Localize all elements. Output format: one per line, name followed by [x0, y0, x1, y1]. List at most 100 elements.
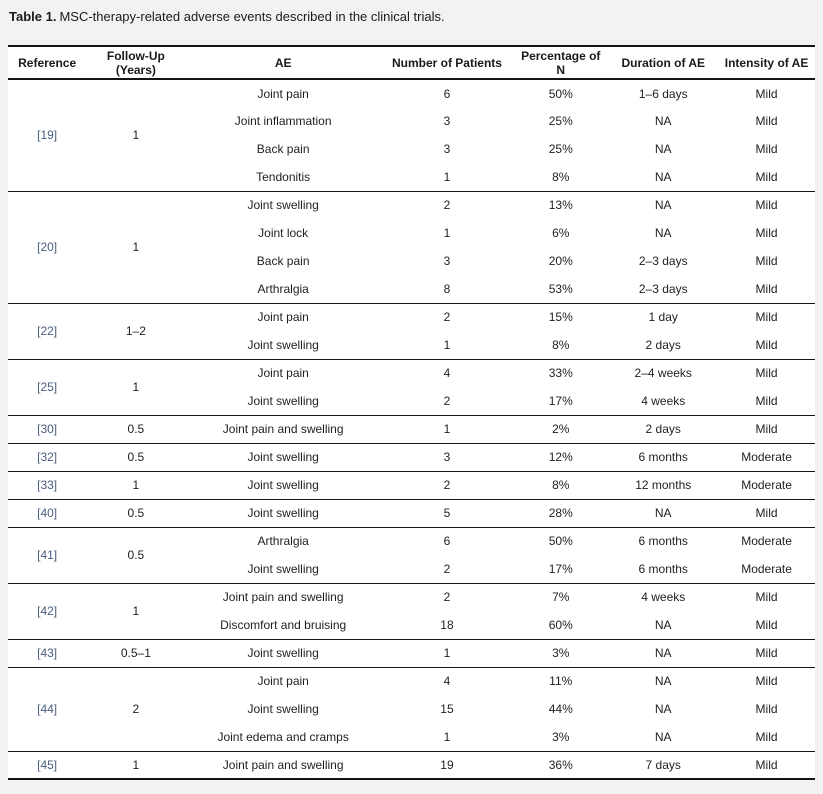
reference-cell: [41]	[8, 527, 86, 583]
percentage-of-n-cell: 50%	[548, 534, 573, 549]
follow-up-cell: 1	[132, 604, 140, 619]
follow-up-cell: 0.5	[127, 422, 145, 437]
reference-group: [33] 1 Joint swelling 2 8% 12 months Moderate	[8, 471, 815, 499]
intensity-of-ae-cell: Moderate	[741, 561, 792, 576]
reference-group: [40] 0.5 Joint swelling 5 28% NA Mild	[8, 499, 815, 527]
duration-of-ae-cell: 2 days	[645, 337, 681, 352]
duration-of-ae-cell: 2–3 days	[638, 254, 688, 269]
reference-link[interactable]: [41]	[37, 548, 58, 563]
follow-up-cell: 1	[132, 240, 140, 255]
intensity-of-ae-cell: Mild	[755, 617, 778, 632]
percentage-of-n-cell: 25%	[548, 114, 573, 129]
ae-cell: Back pain	[256, 142, 310, 157]
reference-link[interactable]: [40]	[37, 506, 58, 521]
intensity-of-ae-cell: Mild	[755, 86, 778, 101]
percentage-of-n-cell: 2%	[552, 422, 570, 437]
intensity-of-ae-cell: Mild	[755, 674, 778, 689]
ae-cell: Joint swelling	[247, 393, 319, 408]
reference-link[interactable]: [43]	[37, 646, 58, 661]
reference-group: [42] 1 Joint pain and swelling 2 7% 4 weeks Mi…	[8, 583, 815, 639]
reference-group: [44] 2 Joint pain 4 11% NA Mild Joint swelling 1…	[8, 667, 815, 751]
ae-cell: Joint swelling	[247, 337, 319, 352]
reference-link[interactable]: [42]	[37, 604, 58, 619]
duration-of-ae-cell: NA	[654, 729, 672, 744]
duration-of-ae-cell: 1–6 days	[638, 86, 688, 101]
number-of-patients-cell: 3	[443, 254, 451, 269]
ae-cell: Joint swelling	[247, 646, 319, 661]
duration-of-ae-cell: NA	[654, 114, 672, 129]
col-header-intensity-of-ae: Intensity of AE	[724, 55, 809, 70]
follow-up-cell: 1	[132, 128, 140, 143]
table-row: [40] 0.5 Joint swelling 5 28% NA Mild	[8, 499, 815, 527]
percentage-of-n-cell: 53%	[548, 281, 573, 296]
reference-link[interactable]: [44]	[37, 702, 58, 717]
duration-of-ae-cell: NA	[654, 142, 672, 157]
number-of-patients-cell: 1	[443, 646, 451, 661]
number-of-patients-cell: 2	[443, 590, 451, 605]
follow-up-cell: 1	[132, 757, 140, 772]
intensity-of-ae-cell: Mild	[755, 757, 778, 772]
col-header-percentage-of-n: Percentage of N	[521, 48, 601, 77]
percentage-of-n-cell: 7%	[552, 590, 570, 605]
intensity-of-ae-cell: Mild	[755, 281, 778, 296]
reference-group: [45] 1 Joint pain and swelling 19 36% 7 days M…	[8, 751, 815, 779]
duration-of-ae-cell: NA	[654, 617, 672, 632]
intensity-of-ae-cell: Mild	[755, 646, 778, 661]
follow-up-cell: 1	[132, 380, 140, 395]
col-header-follow-up: Follow-Up (Years)	[106, 48, 165, 77]
follow-up-cell: 0.5	[127, 506, 145, 521]
ae-cell: Back pain	[256, 254, 310, 269]
reference-link[interactable]: [19]	[37, 128, 58, 143]
reference-cell: [42]	[8, 583, 86, 639]
number-of-patients-cell: 1	[443, 422, 451, 437]
ae-cell: Joint pain and swelling	[222, 590, 344, 605]
reference-link[interactable]: [30]	[37, 422, 58, 437]
adverse-events-table: Reference Follow-Up (Years) AE Number of…	[8, 45, 815, 781]
number-of-patients-cell: 3	[443, 450, 451, 465]
intensity-of-ae-cell: Mild	[755, 169, 778, 184]
table-row: Back pain 3 25% NA Mild	[8, 135, 815, 163]
reference-link[interactable]: [22]	[37, 324, 58, 339]
percentage-of-n-cell: 20%	[548, 254, 573, 269]
reference-cell: [22]	[8, 303, 86, 359]
ae-cell: Joint pain	[257, 310, 309, 325]
number-of-patients-cell: 1	[443, 337, 451, 352]
col-header-number-of-patients: Number of Patients	[391, 55, 502, 70]
col-header-duration-of-ae: Duration of AE	[621, 55, 706, 70]
number-of-patients-cell: 4	[443, 366, 451, 381]
number-of-patients-cell: 6	[443, 534, 451, 549]
reference-link[interactable]: [45]	[37, 757, 58, 772]
table-row: [32] 0.5 Joint swelling 3 12% 6 months Moderat…	[8, 443, 815, 471]
percentage-of-n-cell: 8%	[552, 169, 570, 184]
number-of-patients-cell: 2	[443, 561, 451, 576]
number-of-patients-cell: 18	[440, 617, 454, 632]
table-row: Arthralgia 8 53% 2–3 days Mild	[8, 275, 815, 303]
reference-link[interactable]: [33]	[37, 478, 58, 493]
intensity-of-ae-cell: Mild	[755, 198, 778, 213]
reference-group: [25] 1 Joint pain 4 33% 2–4 weeks Mild Joint sw…	[8, 359, 815, 415]
reference-group: [22] 1–2 Joint pain 2 15% 1 day Mild Joint swel…	[8, 303, 815, 359]
reference-group: [43] 0.5–1 Joint swelling 1 3% NA Mild	[8, 639, 815, 667]
percentage-of-n-cell: 6%	[552, 226, 570, 241]
table-row: Discomfort and bruising 18 60% NA Mild	[8, 611, 815, 639]
reference-link[interactable]: [20]	[37, 240, 58, 255]
reference-link[interactable]: [32]	[37, 450, 58, 465]
table-row: Joint edema and cramps 1 3% NA Mild	[8, 723, 815, 751]
ae-cell: Joint edema and cramps	[217, 729, 349, 744]
table-header-row: Reference Follow-Up (Years) AE Number of…	[8, 46, 815, 79]
number-of-patients-cell: 1	[443, 169, 451, 184]
intensity-of-ae-cell: Mild	[755, 506, 778, 521]
table-row: [19] 1 Joint pain 6 50% 1–6 days Mild	[8, 79, 815, 143]
percentage-of-n-cell: 36%	[548, 757, 573, 772]
table-row: [43] 0.5–1 Joint swelling 1 3% NA Mild	[8, 639, 815, 667]
reference-cell: [30]	[8, 415, 86, 443]
reference-link[interactable]: [25]	[37, 380, 58, 395]
percentage-of-n-cell: 44%	[548, 702, 573, 717]
table-row: [42] 1 Joint pain and swelling 2 7% 4 weeks Mi…	[8, 583, 815, 618]
ae-cell: Tendonitis	[256, 169, 311, 184]
duration-of-ae-cell: NA	[654, 198, 672, 213]
ae-cell: Joint pain	[257, 366, 309, 381]
reference-cell: [19]	[8, 79, 86, 191]
ae-cell: Joint swelling	[247, 561, 319, 576]
follow-up-cell: 2	[132, 702, 140, 717]
